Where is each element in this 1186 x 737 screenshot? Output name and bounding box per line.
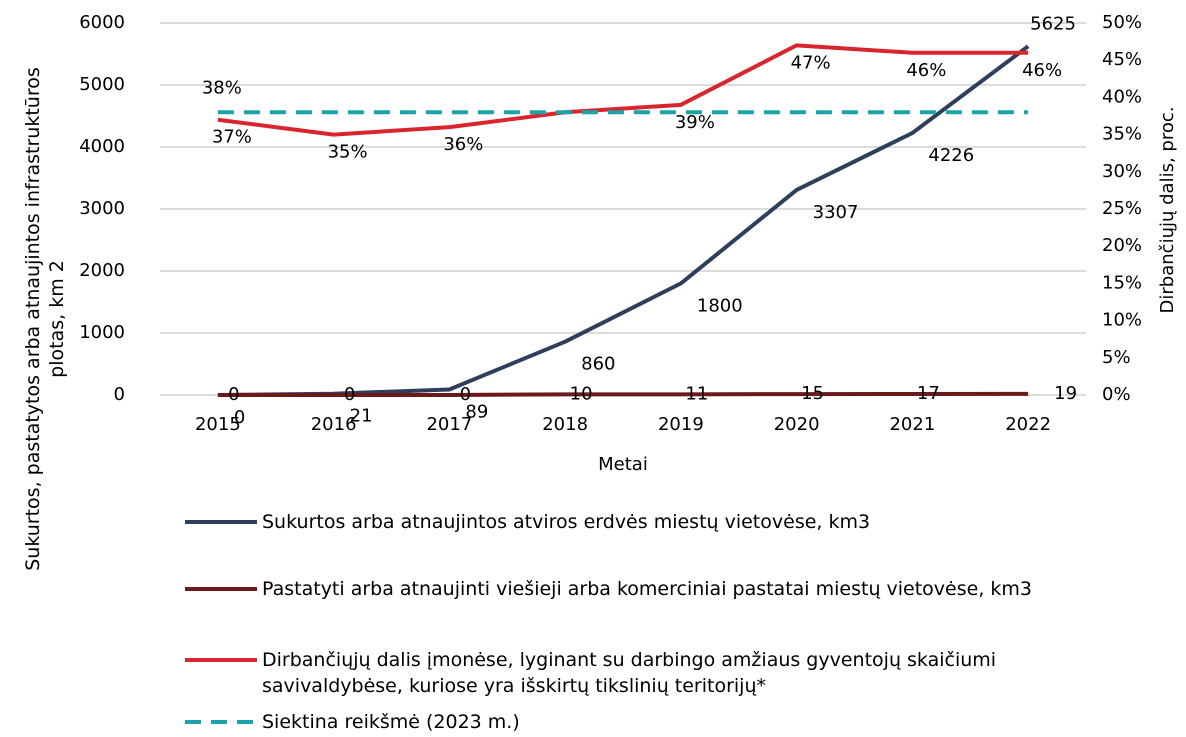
data-label: 47% bbox=[791, 52, 831, 73]
x-tick-label: 2018 bbox=[542, 414, 588, 435]
y-tick-label: 3000 bbox=[79, 198, 125, 219]
y2-tick-label: 40% bbox=[1102, 86, 1142, 107]
y2-tick-label: 5% bbox=[1102, 347, 1131, 368]
y-tick-label: 2000 bbox=[79, 260, 125, 281]
y2-tick-label: 30% bbox=[1102, 161, 1142, 182]
legend-label: Siektina reikšmė (2023 m.) bbox=[262, 711, 520, 733]
data-label: 89 bbox=[465, 401, 488, 422]
data-label: 21 bbox=[350, 406, 373, 427]
x-tick-label: 2021 bbox=[889, 414, 935, 435]
y-tick-label: 1000 bbox=[79, 322, 125, 343]
data-label: 0 bbox=[344, 384, 355, 405]
data-label: 0 bbox=[234, 407, 245, 428]
series-line bbox=[217, 43, 1029, 137]
y-tick-label: 6000 bbox=[79, 12, 125, 33]
x-tick-label: 2016 bbox=[311, 414, 357, 435]
data-label: 17 bbox=[917, 383, 940, 404]
legend-label: Sukurtos arba atnaujintos atviros erdvės… bbox=[262, 511, 871, 533]
data-label: 10 bbox=[570, 383, 593, 404]
x-tick-label: 2022 bbox=[1005, 414, 1051, 435]
legend-label: Pastatyti arba atnaujinti viešieji arba … bbox=[262, 578, 1033, 600]
y2-tick-label: 0% bbox=[1102, 384, 1131, 405]
x-tick-label: 2019 bbox=[658, 414, 704, 435]
series-line bbox=[217, 44, 1030, 397]
y2-tick-label: 35% bbox=[1102, 124, 1142, 145]
data-label: 38% bbox=[202, 77, 242, 98]
data-label: 46% bbox=[1022, 60, 1062, 81]
data-label: 5625 bbox=[1030, 13, 1076, 34]
y2-tick-label: 45% bbox=[1102, 49, 1142, 70]
legend-label: Dirbančiųjų dalis įmonėse, lyginant su d… bbox=[262, 649, 997, 697]
data-label: 36% bbox=[443, 134, 483, 155]
data-label: 37% bbox=[212, 127, 252, 148]
data-label: 1800 bbox=[697, 295, 743, 316]
data-label: 46% bbox=[906, 60, 946, 81]
data-label: 35% bbox=[328, 142, 368, 163]
y-tick-label: 0 bbox=[114, 384, 125, 405]
data-label: 4226 bbox=[928, 145, 974, 166]
x-tick-label: 2015 bbox=[195, 414, 241, 435]
data-label: 19 bbox=[1054, 383, 1077, 404]
y2-tick-label: 10% bbox=[1102, 310, 1142, 331]
data-label: 860 bbox=[581, 354, 615, 375]
y2-tick-label: 15% bbox=[1102, 272, 1142, 293]
y-axis-title-box: Sukurtos, pastatytos arba atnaujintos in… bbox=[22, 67, 68, 571]
y2-axis-title: Dirbančiųjų dalis, proc. bbox=[1157, 107, 1178, 314]
y-axis-title: Sukurtos, pastatytos arba atnaujintos in… bbox=[22, 67, 68, 571]
data-label: 11 bbox=[685, 383, 708, 404]
data-label: 0 bbox=[460, 384, 471, 405]
y2-tick-label: 50% bbox=[1102, 12, 1142, 33]
data-label: 3307 bbox=[813, 202, 859, 223]
y-tick-label: 4000 bbox=[79, 136, 125, 157]
data-label: 0 bbox=[228, 384, 239, 405]
y-tick-label: 5000 bbox=[79, 74, 125, 95]
series-line bbox=[217, 391, 1029, 397]
x-tick-label: 2017 bbox=[426, 414, 472, 435]
y2-tick-label: 25% bbox=[1102, 198, 1142, 219]
data-label: 15 bbox=[801, 383, 824, 404]
x-tick-label: 2020 bbox=[774, 414, 820, 435]
data-label: 39% bbox=[675, 112, 715, 133]
y2-tick-label: 20% bbox=[1102, 235, 1142, 256]
x-axis-title: Metai bbox=[598, 454, 648, 475]
